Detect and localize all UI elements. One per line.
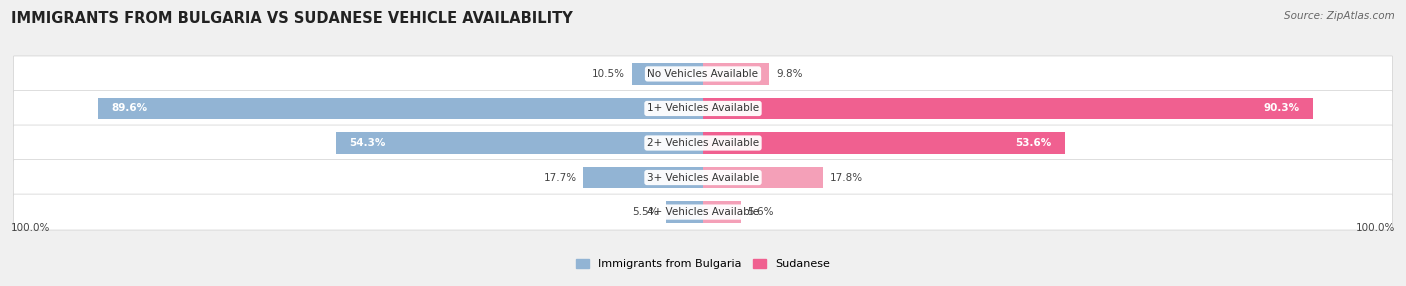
Text: 17.8%: 17.8%: [830, 172, 863, 182]
Text: 3+ Vehicles Available: 3+ Vehicles Available: [647, 172, 759, 182]
Text: 1+ Vehicles Available: 1+ Vehicles Available: [647, 104, 759, 114]
Text: 100.0%: 100.0%: [10, 223, 49, 233]
Text: 2+ Vehicles Available: 2+ Vehicles Available: [647, 138, 759, 148]
Bar: [666, 201, 703, 223]
Bar: [97, 98, 703, 119]
FancyBboxPatch shape: [14, 90, 1392, 126]
Text: 5.5%: 5.5%: [633, 207, 659, 217]
Bar: [583, 167, 703, 188]
Text: 100.0%: 100.0%: [1357, 223, 1396, 233]
Bar: [703, 201, 741, 223]
FancyBboxPatch shape: [14, 56, 1392, 92]
FancyBboxPatch shape: [14, 160, 1392, 196]
Text: 17.7%: 17.7%: [544, 172, 576, 182]
Bar: [336, 132, 703, 154]
FancyBboxPatch shape: [14, 125, 1392, 161]
Bar: [703, 98, 1313, 119]
Text: 90.3%: 90.3%: [1264, 104, 1299, 114]
Text: 53.6%: 53.6%: [1015, 138, 1052, 148]
Text: 9.8%: 9.8%: [776, 69, 803, 79]
Bar: [703, 63, 769, 85]
Text: 89.6%: 89.6%: [111, 104, 148, 114]
Legend: Immigrants from Bulgaria, Sudanese: Immigrants from Bulgaria, Sudanese: [576, 259, 830, 269]
Text: Source: ZipAtlas.com: Source: ZipAtlas.com: [1284, 11, 1395, 21]
Text: IMMIGRANTS FROM BULGARIA VS SUDANESE VEHICLE AVAILABILITY: IMMIGRANTS FROM BULGARIA VS SUDANESE VEH…: [11, 11, 574, 26]
Bar: [703, 132, 1066, 154]
Text: 10.5%: 10.5%: [592, 69, 626, 79]
Text: 5.6%: 5.6%: [748, 207, 775, 217]
FancyBboxPatch shape: [14, 194, 1392, 230]
Bar: [633, 63, 703, 85]
Bar: [703, 167, 824, 188]
Text: No Vehicles Available: No Vehicles Available: [648, 69, 758, 79]
Text: 54.3%: 54.3%: [350, 138, 387, 148]
Text: 4+ Vehicles Available: 4+ Vehicles Available: [647, 207, 759, 217]
